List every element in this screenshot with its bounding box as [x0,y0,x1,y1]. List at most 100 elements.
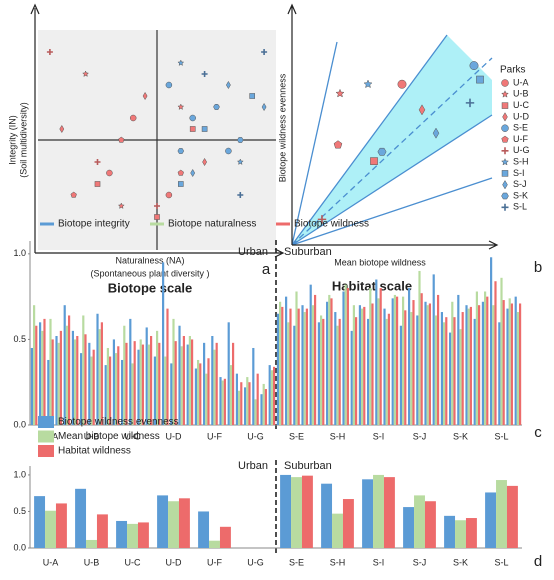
bar [295,291,298,425]
bar [287,322,290,425]
marker [236,158,244,165]
bar [418,270,421,425]
bar [508,298,511,425]
marker [501,79,509,87]
bar [502,300,505,425]
y-tick-label: 0.5 [13,506,26,516]
bar [342,291,345,425]
bar [320,315,323,425]
legend-label: U-B [513,89,529,99]
bar [467,308,470,425]
bar [473,318,476,425]
bar [303,312,306,425]
marker [82,70,90,77]
bar [354,317,358,425]
bar [178,498,190,548]
bar [213,349,216,425]
bar [221,380,224,425]
bar [147,344,150,425]
bar [240,382,243,425]
marker [154,214,160,220]
rays [291,34,493,246]
bar [410,312,413,425]
bar [510,303,513,425]
bar [84,334,87,425]
x-axis [35,248,285,258]
bar [516,312,519,425]
legend-label: Mean biotope wildness [58,431,160,442]
marker [177,59,185,66]
panel-title: Biotope scale [108,280,193,295]
bar [164,356,167,425]
x-tick-label: S-I [373,431,385,441]
bar [65,325,68,425]
bar [444,515,456,548]
panel-letter: b [534,259,542,276]
bar [82,315,85,425]
bar [475,291,478,425]
bar [404,310,407,425]
x-tick-label: S-H [330,557,346,567]
marker [397,79,407,89]
legend-label: U-G [513,145,530,155]
bar [252,347,255,425]
bar [256,373,259,425]
bar [34,496,46,548]
x-tick-label: S-L [494,431,508,441]
bar [485,492,497,548]
bar [457,294,460,425]
bar [385,318,388,425]
marker [201,71,208,77]
bar [96,514,108,548]
x-tick-label: U-B [84,431,100,441]
bar [131,363,134,425]
bar [506,308,509,425]
marker [177,103,185,110]
marker [94,159,101,165]
legend-label: Biotope wildness evenness [58,417,179,428]
bar [375,279,378,425]
bar [170,363,173,425]
bar [117,346,120,425]
bar [332,513,343,548]
bar [39,322,42,425]
bar [49,318,52,425]
x-tick-label: U-F [207,557,222,567]
marker [129,114,137,122]
marker [178,181,184,187]
marker [261,49,268,55]
bar [362,479,374,548]
bar [30,347,34,425]
bar [293,325,296,425]
x-tick-label: S-I [373,557,385,567]
bar [108,356,112,425]
shaded-region [292,35,492,245]
marker [190,168,196,178]
y-axis [287,3,297,245]
legend-label: S-K [513,190,528,200]
bar [129,318,132,425]
legend-label: Habitat wildness [58,446,131,457]
bar [494,281,497,425]
marker [317,215,327,224]
x-tick-label: U-G [247,431,264,441]
x-tick-label: U-F [207,431,222,441]
bar [414,495,425,548]
x-tick-label: U-D [166,431,182,441]
panel-letter: c [534,424,542,441]
x-tick-label: S-E [289,431,304,441]
marker [501,157,509,166]
bar [363,306,366,425]
bar [100,322,103,425]
bar [369,288,372,425]
bar [445,317,448,425]
bar [205,373,208,425]
marker [154,203,160,209]
bar [71,330,75,425]
y-axis-label: Integrity (IN) [7,115,17,165]
bar [264,389,267,425]
marker [501,102,509,109]
bar [235,373,239,425]
bar [182,336,185,425]
